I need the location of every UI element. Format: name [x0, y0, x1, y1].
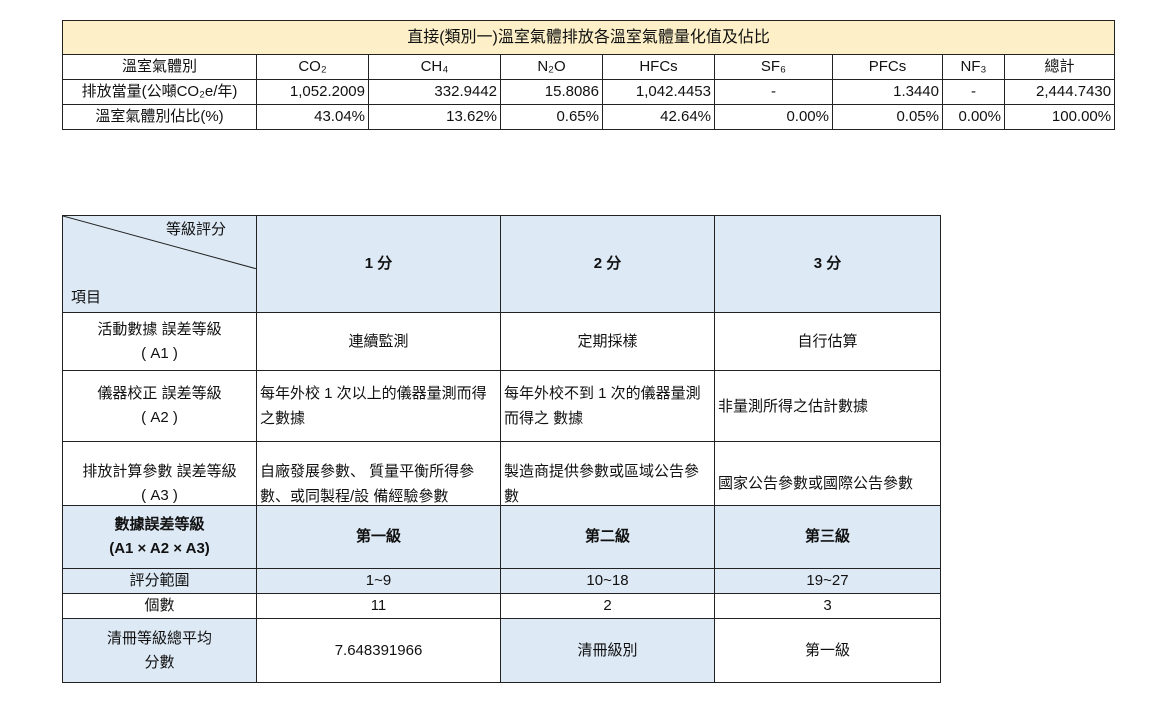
header-cell: 3 分: [714, 215, 941, 313]
corner-bottom: 項目: [71, 289, 102, 306]
value-cell: 0.00%: [714, 104, 833, 130]
criteria-cell: 每年外校 1 次以上的儀器量測而得之數據: [256, 370, 501, 442]
value-cell: 2: [500, 593, 715, 619]
corner-cell: 等級評分 項目: [62, 215, 257, 313]
value-cell: 1,042.4453: [602, 79, 715, 105]
value-cell: 11: [256, 593, 501, 619]
value-cell: 100.00%: [1003, 104, 1116, 130]
table-title: 直接(類別一)溫室氣體排放各溫室氣體量化值及佔比: [61, 20, 1116, 55]
header-cell: N₂O: [500, 54, 603, 80]
value-cell: 10~18: [500, 568, 715, 594]
value-cell: 0.65%: [500, 104, 603, 130]
value-cell: 15.8086: [500, 79, 603, 105]
criteria-cell: 非量測所得之估計數據: [714, 370, 941, 442]
value-cell: 332.9442: [368, 79, 501, 105]
value-cell: 1~9: [256, 568, 501, 594]
criteria-cell: 連續監測: [256, 312, 501, 371]
summary-table: 數據誤差等級 (A1 × A2 × A3) 第一級 第二級 第三級 評分範圍 1~9 10…: [62, 505, 941, 683]
header-cell: CH₄: [368, 54, 501, 80]
value-cell: 1.3440: [832, 79, 943, 105]
header-cell: 1 分: [256, 215, 501, 313]
row-label: 評分範圍: [62, 568, 257, 594]
criteria-cell: 定期採樣: [500, 312, 715, 371]
value-cell: 1,052.2009: [256, 79, 369, 105]
value-cell: 43.04%: [256, 104, 369, 130]
header-cell: NF₃: [942, 54, 1005, 80]
criteria-cell: 每年外校不到 1 次的儀器量測而得之 數據: [500, 370, 715, 442]
value-cell: 3: [714, 593, 941, 619]
emission-table: 直接(類別一)溫室氣體排放各溫室氣體量化值及佔比 溫室氣體別 CO₂ CH₄ N₂O H…: [61, 20, 1116, 130]
header-cell: 2 分: [500, 215, 715, 313]
header-cell: SF₆: [714, 54, 833, 80]
value-cell: 清冊級別: [500, 618, 715, 683]
value-cell: 13.62%: [368, 104, 501, 130]
header-cell: 第一級: [256, 505, 501, 569]
row-label: 排放當量(公噸CO₂e/年): [62, 79, 257, 105]
row-label: 清冊等級總平均 分數: [62, 618, 257, 683]
corner-top: 等級評分: [165, 221, 226, 238]
value-cell: 2,444.7430: [1003, 79, 1116, 105]
header-cell: 溫室氣體別: [62, 54, 257, 80]
criteria-cell: 自行估算: [714, 312, 941, 371]
header-cell: 數據誤差等級 (A1 × A2 × A3): [62, 505, 257, 569]
header-cell: HFCs: [602, 54, 715, 80]
row-label: 溫室氣體別佔比(%): [62, 104, 257, 130]
value-cell: -: [714, 79, 833, 105]
value-cell: 42.64%: [602, 104, 715, 130]
header-cell: 總計: [1003, 54, 1116, 80]
value-cell: -: [942, 79, 1005, 105]
header-cell: 第三級: [714, 505, 941, 569]
row-label: 儀器校正 誤差等級 ( A2 ): [62, 370, 257, 442]
diagonal: [63, 216, 256, 269]
value-cell: 第一級: [714, 618, 941, 683]
header-cell: 第二級: [500, 505, 715, 569]
row-label: 個數: [62, 593, 257, 619]
value-cell: 7.648391966: [256, 618, 501, 683]
row-label: 活動數據 誤差等級 ( A1 ): [62, 312, 257, 371]
header-cell: PFCs: [832, 54, 943, 80]
header-cell: CO₂: [256, 54, 369, 80]
value-cell: 0.00%: [942, 104, 1005, 130]
value-cell: 19~27: [714, 568, 941, 594]
value-cell: 0.05%: [832, 104, 943, 130]
